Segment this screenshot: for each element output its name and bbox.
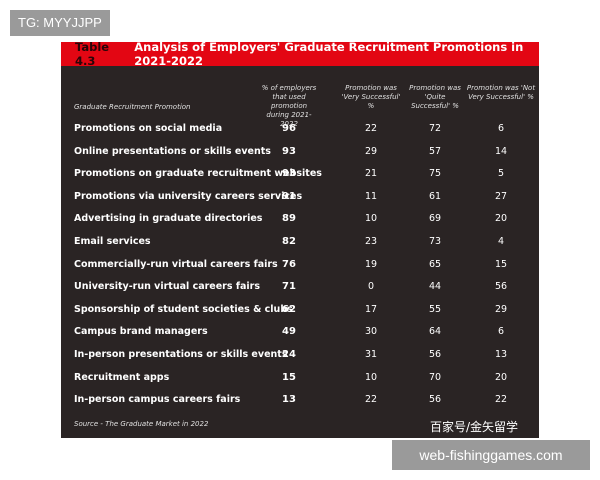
table-row: Online presentations or skills events 93… (61, 142, 539, 165)
row-not-very-value: 27 (494, 190, 508, 202)
row-very-value: 11 (364, 190, 378, 202)
row-promotion-name: Advertising in graduate directories (74, 213, 263, 225)
row-quite-value: 61 (428, 190, 442, 202)
row-very-value: 21 (364, 168, 378, 180)
row-quite-value: 72 (428, 123, 442, 134)
header-used: % of employers that used promotion durin… (261, 84, 317, 128)
table-row: Promotions on social media 96 22 72 6 (61, 119, 539, 142)
chinese-watermark: 百家号/金矢留学 (430, 420, 519, 434)
row-promotion-name: Sponsorship of student societies & clubs (74, 303, 293, 315)
row-used-value: 15 (282, 371, 296, 383)
row-promotion-name: Promotions on graduate recruitment websi… (74, 168, 322, 180)
row-quite-value: 56 (428, 394, 442, 406)
row-used-value: 91 (282, 190, 296, 202)
row-not-very-value: 22 (494, 394, 508, 406)
table-row: University-run virtual careers fairs 71 … (61, 277, 539, 300)
row-quite-value: 70 (428, 371, 442, 383)
row-not-very-value: 14 (494, 145, 508, 157)
row-quite-value: 75 (428, 168, 442, 180)
row-promotion-name: Commercially-run virtual careers fairs (74, 258, 278, 270)
row-promotion-name: Email services (74, 235, 151, 247)
row-used-value: 24 (282, 348, 296, 360)
row-not-very-value: 56 (494, 281, 508, 293)
table-row: Recruitment apps 15 10 70 20 (61, 368, 539, 391)
row-quite-value: 56 (428, 348, 442, 360)
row-used-value: 93 (282, 145, 296, 157)
table-source-note: Source - The Graduate Market in 2022 (74, 420, 209, 428)
row-quite-value: 57 (428, 145, 442, 157)
table-title-bar: Table 4.3 Analysis of Employers' Graduat… (61, 42, 539, 68)
row-not-very-value: 6 (497, 326, 505, 338)
row-very-value: 29 (364, 145, 378, 157)
row-promotion-name: Promotions on social media (74, 123, 223, 134)
row-used-value: 76 (282, 258, 296, 270)
row-promotion-name: Campus brand managers (74, 326, 208, 338)
table-row: Commercially-run virtual careers fairs 7… (61, 255, 539, 278)
row-very-value: 22 (364, 123, 378, 134)
table-title: Analysis of Employers' Graduate Recruitm… (134, 42, 524, 68)
table-row: In-person campus careers fairs 13 22 56 … (61, 390, 539, 413)
table-row: Email services 82 23 73 4 (61, 232, 539, 255)
row-used-value: 96 (282, 123, 296, 134)
header-quite-successful: Promotion was 'Quite Successful' % (409, 84, 461, 110)
row-promotion-name: In-person campus careers fairs (74, 394, 241, 406)
table-row: In-person presentations or skills events… (61, 345, 539, 368)
row-used-value: 82 (282, 235, 296, 247)
bottom-right-watermark-tag: web-fishinggames.com (392, 440, 590, 470)
header-promotion: Graduate Recruitment Promotion (74, 103, 191, 111)
row-used-value: 71 (282, 281, 296, 293)
row-very-value: 10 (364, 371, 378, 383)
table-panel: Table 4.3 Analysis of Employers' Graduat… (61, 42, 539, 438)
table-header: Graduate Recruitment Promotion % of empl… (61, 72, 539, 128)
table-row: Promotions via university careers servic… (61, 187, 539, 210)
row-used-value: 62 (282, 303, 296, 315)
row-used-value: 49 (282, 326, 296, 338)
row-very-value: 10 (364, 213, 378, 225)
row-very-value: 23 (364, 235, 378, 247)
table-row: Advertising in graduate directories 89 1… (61, 209, 539, 232)
table-row: Promotions on graduate recruitment websi… (61, 164, 539, 187)
table-body: Promotions on social media 96 22 72 6 On… (61, 119, 539, 413)
row-not-very-value: 29 (494, 303, 508, 315)
row-not-very-value: 6 (497, 123, 505, 134)
row-used-value: 93 (282, 168, 296, 180)
row-promotion-name: In-person presentations or skills events (74, 348, 288, 360)
table-row: Sponsorship of student societies & clubs… (61, 300, 539, 323)
row-promotion-name: University-run virtual careers fairs (74, 281, 260, 293)
row-very-value: 19 (364, 258, 378, 270)
row-very-value: 31 (364, 348, 378, 360)
row-quite-value: 55 (428, 303, 442, 315)
row-quite-value: 64 (428, 326, 442, 338)
row-not-very-value: 20 (494, 213, 508, 225)
row-promotion-name: Online presentations or skills events (74, 145, 271, 157)
row-not-very-value: 20 (494, 371, 508, 383)
row-quite-value: 44 (428, 281, 442, 293)
top-left-watermark-tag: TG: MYYJJPP (10, 10, 110, 36)
row-not-very-value: 13 (494, 348, 508, 360)
row-very-value: 30 (364, 326, 378, 338)
row-very-value: 17 (364, 303, 378, 315)
row-promotion-name: Promotions via university careers servic… (74, 190, 303, 202)
header-very-successful: Promotion was 'Very Successful' % (341, 84, 401, 110)
row-used-value: 89 (282, 213, 296, 225)
table-number: Table 4.3 (75, 42, 110, 68)
row-very-value: 0 (367, 281, 375, 293)
row-quite-value: 65 (428, 258, 442, 270)
row-quite-value: 73 (428, 235, 442, 247)
row-not-very-value: 15 (494, 258, 508, 270)
row-not-very-value: 4 (497, 235, 505, 247)
row-used-value: 13 (282, 394, 296, 406)
row-not-very-value: 5 (497, 168, 505, 180)
header-not-very-successful: Promotion was 'Not Very Successful' % (466, 84, 536, 101)
table-row: Campus brand managers 49 30 64 6 (61, 322, 539, 345)
row-promotion-name: Recruitment apps (74, 371, 170, 383)
row-very-value: 22 (364, 394, 378, 406)
row-quite-value: 69 (428, 213, 442, 225)
